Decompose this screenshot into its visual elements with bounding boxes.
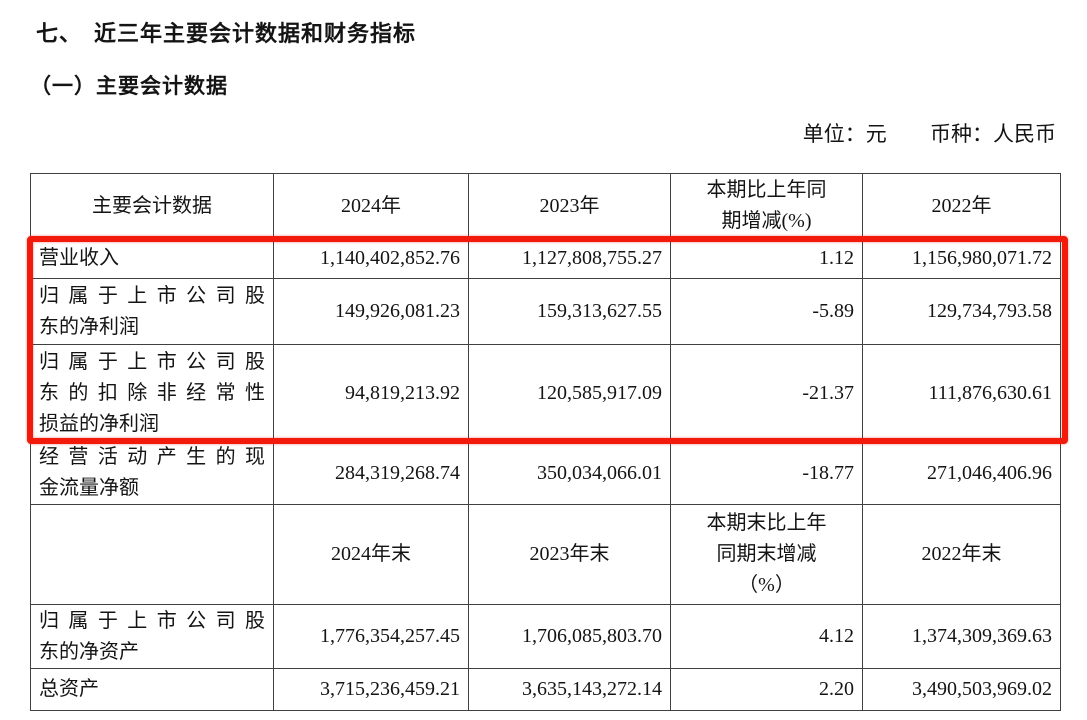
currency-note: 币种：人民币 — [930, 122, 1056, 146]
row-label: 归属于上市公司股 东的净利润 — [30, 278, 274, 345]
cell-2024: 149,926,081.23 — [273, 278, 469, 345]
row-label: 归属于上市公司股 东的扣除非经常性 损益的净利润 — [30, 344, 274, 442]
cell-change: -21.37 — [670, 344, 863, 442]
cell-2023: 1,127,808,755.27 — [468, 238, 671, 279]
cell-2024: 94,819,213.92 — [273, 344, 469, 442]
table-row-total-assets: 总资产 3,715,236,459.21 3,635,143,272.14 2.… — [30, 668, 1061, 711]
table-row-operating-revenue: 营业收入 1,140,402,852.76 1,127,808,755.27 1… — [30, 238, 1061, 279]
period-end-header-change: 本期末比上年 同期末增减 （%） — [670, 504, 863, 605]
table-row-net-profit-excl-nonrecurring: 归属于上市公司股 东的扣除非经常性 损益的净利润 94,819,213.92 120… — [30, 344, 1061, 442]
row-label: 营业收入 — [30, 238, 274, 279]
period-end-header-2023: 2023年末 — [468, 504, 671, 605]
table-header-row: 主要会计数据 2024年 2023年 本期比上年同 期增减(%) 2022年 — [30, 173, 1061, 239]
cell-2023: 3,635,143,272.14 — [468, 668, 671, 711]
column-header-metric: 主要会计数据 — [30, 173, 274, 239]
cell-2022: 1,374,309,369.63 — [862, 604, 1061, 669]
cell-change: 2.20 — [670, 668, 863, 711]
subsection-title: （一）主要会计数据 — [30, 74, 228, 98]
column-header-change: 本期比上年同 期增减(%) — [670, 173, 863, 239]
cell-change: -5.89 — [670, 278, 863, 345]
cell-2023: 350,034,066.01 — [468, 441, 671, 505]
section-title: 七、 近三年主要会计数据和财务指标 — [36, 21, 417, 46]
cell-2022: 129,734,793.58 — [862, 278, 1061, 345]
column-header-2024: 2024年 — [273, 173, 469, 239]
period-end-header-blank — [30, 504, 274, 605]
table-row-net-assets: 归属于上市公司股 东的净资产 1,776,354,257.45 1,706,085… — [30, 604, 1061, 669]
cell-2024: 3,715,236,459.21 — [273, 668, 469, 711]
unit-currency-line: 单位：元 币种：人民币 — [30, 118, 1056, 148]
cell-2023: 1,706,085,803.70 — [468, 604, 671, 669]
cell-2022: 3,490,503,969.02 — [862, 668, 1061, 711]
cell-change: -18.77 — [670, 441, 863, 505]
cell-2024: 1,140,402,852.76 — [273, 238, 469, 279]
row-label: 归属于上市公司股 东的净资产 — [30, 604, 274, 669]
cell-change: 4.12 — [670, 604, 863, 669]
column-header-2023: 2023年 — [468, 173, 671, 239]
row-label: 经营活动产生的现 金流量净额 — [30, 441, 274, 505]
cell-2022: 111,876,630.61 — [862, 344, 1061, 442]
table-row-net-profit: 归属于上市公司股 东的净利润 149,926,081.23 159,313,627… — [30, 278, 1061, 345]
unit-note: 单位：元 — [802, 122, 887, 146]
row-label: 总资产 — [30, 668, 274, 711]
cell-2024: 1,776,354,257.45 — [273, 604, 469, 669]
period-end-header-2024: 2024年末 — [273, 504, 469, 605]
cell-2022: 1,156,980,071.72 — [862, 238, 1061, 279]
cell-2022: 271,046,406.96 — [862, 441, 1061, 505]
cell-2023: 120,585,917.09 — [468, 344, 671, 442]
period-end-header-2022: 2022年末 — [862, 504, 1061, 605]
table-row-operating-cash-flow: 经营活动产生的现 金流量净额 284,319,268.74 350,034,066… — [30, 441, 1061, 505]
financial-data-table: 主要会计数据 2024年 2023年 本期比上年同 期增减(%) 2022年 营… — [30, 173, 1061, 711]
cell-change: 1.12 — [670, 238, 863, 279]
cell-2024: 284,319,268.74 — [273, 441, 469, 505]
table-period-end-header-row: 2024年末 2023年末 本期末比上年 同期末增减 （%） 2022年末 — [30, 504, 1061, 605]
column-header-2022: 2022年 — [862, 173, 1061, 239]
cell-2023: 159,313,627.55 — [468, 278, 671, 345]
